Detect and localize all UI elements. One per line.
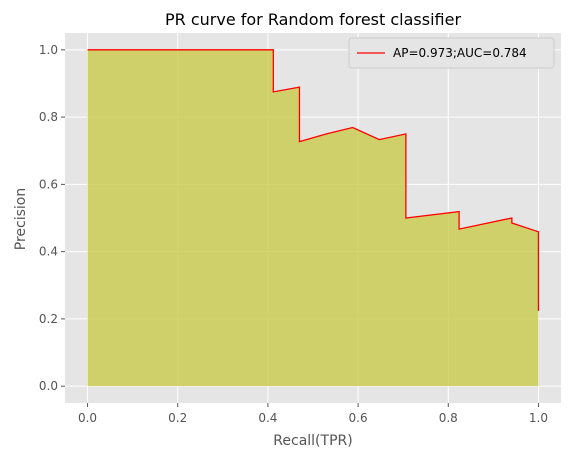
- series-area-0: [87, 49, 539, 387]
- x-tick-label-5: 1.0: [529, 411, 548, 425]
- y-axis-label: Precision: [13, 188, 29, 250]
- x-axis-label: Recall(TPR): [273, 433, 352, 449]
- x-tick-label-4: 0.8: [439, 411, 458, 425]
- y-tick-label-2: 0.4: [39, 245, 58, 259]
- legend: AP=0.973;AUC=0.784: [348, 37, 555, 69]
- y-tick-label-4: 0.8: [39, 110, 58, 124]
- x-axis-ticks: 0.0 0.2 0.4 0.6 0.8 1.0: [78, 403, 548, 425]
- legend-box: [348, 37, 555, 69]
- y-tick-label-1: 0.2: [39, 312, 58, 326]
- y-tick-label-5: 1.0: [39, 43, 58, 57]
- y-tick-label-0: 0.0: [39, 379, 58, 393]
- y-axis-ticks: 0.0 0.2 0.4 0.6 0.8 1.0: [39, 43, 65, 393]
- x-tick-label-0: 0.0: [78, 411, 97, 425]
- x-tick-label-3: 0.6: [349, 411, 368, 425]
- x-tick-label-1: 0.2: [168, 411, 187, 425]
- y-tick-label-3: 0.6: [39, 177, 58, 191]
- chart-title: PR curve for Random forest classifier: [165, 10, 461, 29]
- legend-entry: AP=0.973;AUC=0.784: [393, 46, 527, 60]
- area-layer: [87, 49, 540, 387]
- x-tick-label-2: 0.4: [258, 411, 277, 425]
- series-line-0: [87, 49, 540, 311]
